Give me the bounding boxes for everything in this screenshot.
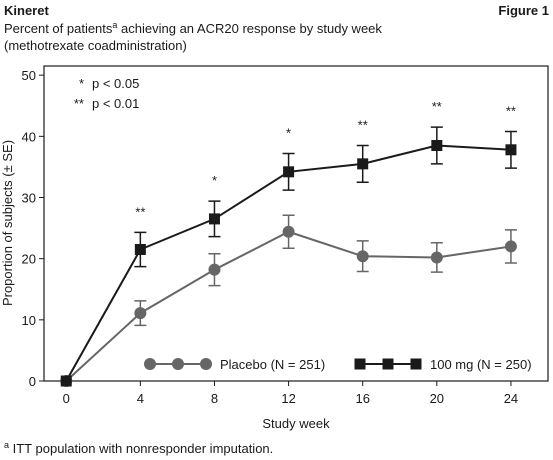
subtitle: (methotrexate coadministration) (4, 38, 187, 53)
data-point (356, 250, 369, 263)
y-axis-label: Proportion of subjects (± SE) (0, 140, 15, 306)
data-point (282, 225, 295, 238)
x-tick-label: 20 (430, 391, 444, 406)
figure-label: Figure 1 (498, 3, 549, 18)
x-tick-label: 12 (281, 391, 295, 406)
data-point (60, 375, 72, 387)
significance-mark: * (286, 125, 291, 140)
data-point (505, 144, 517, 156)
superscript: a (112, 20, 117, 30)
data-point (504, 240, 517, 253)
legend-marker (144, 358, 156, 370)
legend-marker (200, 358, 212, 370)
key-text: p < 0.05 (92, 76, 139, 91)
data-point (134, 307, 147, 320)
superscript: a (4, 440, 9, 450)
key-symbol: ** (74, 96, 84, 111)
x-tick-label: 0 (63, 391, 70, 406)
legend-marker (410, 358, 422, 370)
significance-mark: ** (135, 204, 145, 219)
y-tick-label: 50 (22, 68, 36, 83)
y-tick-label: 40 (22, 129, 36, 144)
legend-label: 100 mg (N = 250) (430, 357, 532, 372)
x-tick-label: 24 (504, 391, 518, 406)
x-axis-label: Study week (262, 416, 330, 431)
key-symbol: * (79, 76, 84, 91)
y-tick-label: 10 (22, 313, 36, 328)
significance-mark: * (212, 173, 217, 188)
data-point (357, 158, 369, 170)
plot-frame (43, 65, 549, 382)
key-text: p < 0.01 (92, 96, 139, 111)
y-tick-label: 0 (29, 374, 36, 389)
legend-label: Placebo (N = 251) (220, 357, 325, 372)
legend-marker (172, 358, 184, 370)
significance-mark: ** (506, 103, 516, 118)
x-tick-label: 8 (211, 391, 218, 406)
data-point (430, 251, 443, 264)
legend-marker (354, 358, 366, 370)
subtitle-text: achieving an ACR20 response by study wee… (117, 21, 382, 36)
y-tick-label: 30 (22, 191, 36, 206)
x-tick-label: 4 (137, 391, 144, 406)
footnote: a ITT population with nonresponder imput… (4, 440, 273, 456)
data-point (134, 243, 146, 255)
y-tick-label: 20 (22, 252, 36, 267)
data-point (208, 263, 221, 276)
data-point (431, 140, 443, 152)
significance-mark: ** (432, 99, 442, 114)
significance-mark: ** (358, 118, 368, 133)
legend-marker (382, 358, 394, 370)
subtitle: Percent of patientsa achieving an ACR20 … (4, 20, 382, 36)
data-point (208, 213, 220, 225)
x-tick-label: 16 (355, 391, 369, 406)
data-point (283, 166, 295, 178)
brand: Kineret (4, 3, 49, 18)
subtitle-text: Percent of patients (4, 21, 113, 36)
footnote-text: ITT population with nonresponder imputat… (9, 441, 273, 456)
